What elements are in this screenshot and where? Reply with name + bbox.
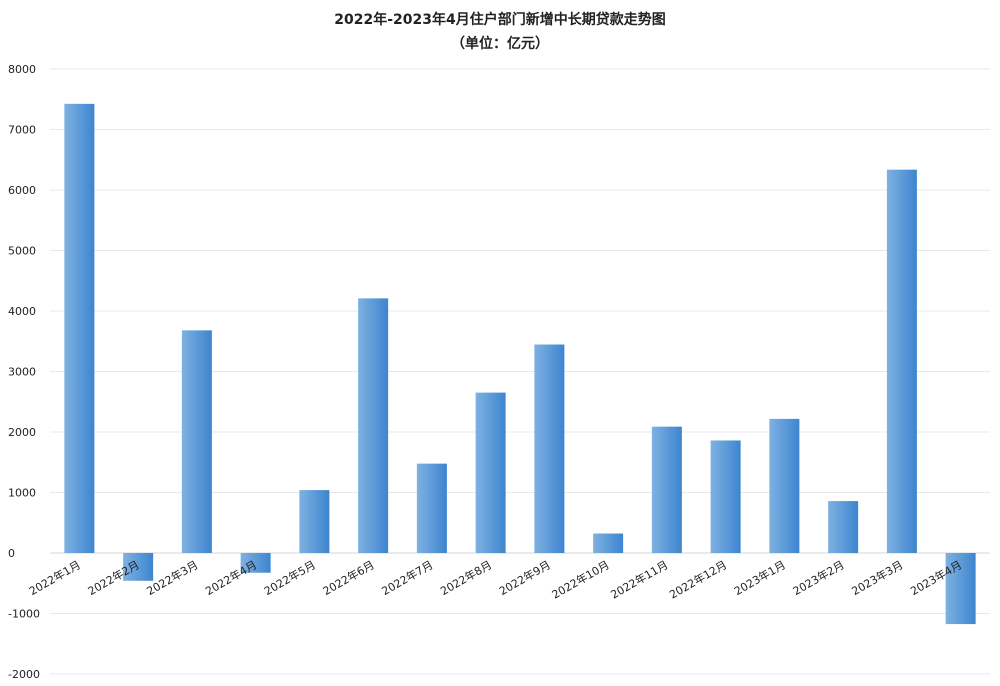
- x-category-label: 2022年6月: [320, 557, 376, 598]
- bar: [769, 418, 800, 553]
- bars: [64, 103, 976, 625]
- x-category-label: 2022年8月: [438, 557, 494, 598]
- bar: [123, 553, 154, 581]
- chart-subtitle: （单位：亿元）: [451, 36, 549, 52]
- x-category-label: 2022年9月: [497, 557, 553, 598]
- bar: [828, 501, 859, 553]
- x-category-label: 2022年11月: [608, 557, 670, 601]
- bar: [181, 330, 212, 553]
- grid-lines: [50, 68, 990, 675]
- x-category-label: 2022年12月: [667, 557, 729, 601]
- bar: [593, 533, 624, 553]
- bar: [64, 103, 95, 554]
- bar: [710, 440, 741, 553]
- x-category-label: 2022年1月: [27, 557, 83, 598]
- bar: [886, 169, 917, 553]
- y-tick-label: 1000: [8, 487, 36, 500]
- bar: [651, 426, 682, 553]
- x-category-label: 2022年4月: [203, 557, 259, 598]
- y-tick-label: 2000: [8, 426, 36, 439]
- chart-title: 2022年-2023年4月住户部门新增中长期贷款走势图: [334, 12, 666, 28]
- bar: [945, 553, 976, 625]
- x-category-label: 2023年2月: [790, 557, 846, 598]
- y-tick-label: -1000: [8, 608, 40, 621]
- y-tick-label: -2000: [8, 668, 40, 681]
- x-axis-labels: 2022年1月 2022年2月 2022年3月 2022年4月 2022年5月 2022年…: [27, 557, 965, 601]
- y-tick-label: 3000: [8, 366, 36, 379]
- x-category-label: 2023年1月: [732, 557, 788, 598]
- bar: [358, 298, 389, 553]
- y-tick-label: 4000: [8, 305, 36, 318]
- bar: [240, 553, 271, 573]
- y-tick-label: 0: [8, 547, 15, 560]
- y-tick-label: 8000: [8, 63, 36, 76]
- y-tick-label: 7000: [8, 124, 36, 137]
- y-tick-label: 5000: [8, 245, 36, 258]
- bar: [534, 344, 565, 553]
- x-category-label: 2022年10月: [549, 557, 611, 601]
- bar: [475, 392, 506, 553]
- y-axis-ticks: 8000 7000 6000 5000 4000 3000 2000 1000 0 -1000 -2…: [8, 63, 40, 681]
- x-category-label: 2023年3月: [849, 557, 905, 598]
- bar: [416, 463, 447, 553]
- y-tick-label: 6000: [8, 184, 36, 197]
- bar: [299, 490, 330, 553]
- x-category-label: 2022年7月: [379, 557, 435, 598]
